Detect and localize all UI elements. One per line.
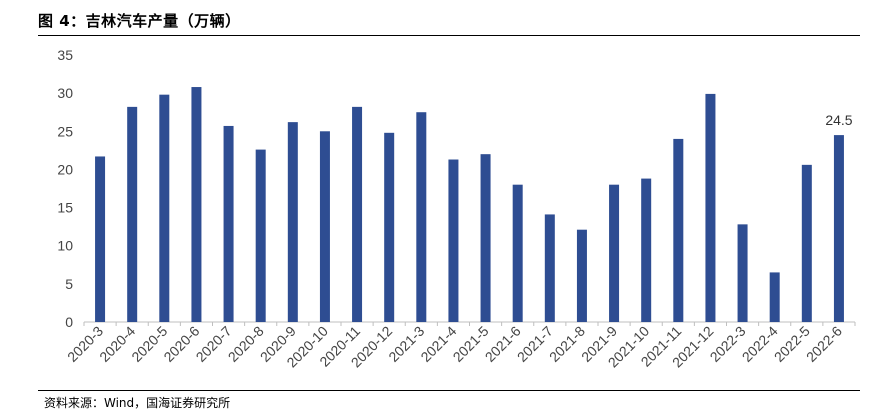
bar [705,93,716,322]
bar [448,159,459,322]
bar [737,224,748,322]
x-axis-ticks: 2020-32020-42020-52020-62020-72020-82020… [64,322,856,370]
figure-title: 图 4：吉林汽车产量（万辆） [38,12,241,30]
bar [480,154,491,322]
bar [641,178,652,322]
bar [609,184,620,322]
bars [95,87,844,323]
bar [159,94,170,322]
y-tick-label: 20 [57,161,73,177]
bar [576,229,587,322]
y-tick-label: 10 [57,238,73,254]
bar [512,184,523,322]
bar [287,122,298,322]
bar [801,164,812,322]
title-divider [38,35,860,36]
y-tick-label: 30 [57,85,73,101]
y-tick-label: 5 [65,276,73,292]
bar [255,149,266,322]
bar-chart: 0 5 10 15 20 25 30 35 2020-32020-42020-52020-62… [57,47,856,370]
y-tick-label: 25 [57,123,73,139]
bar [384,132,395,322]
y-tick-label: 0 [65,314,73,330]
source-divider [38,390,860,391]
bar [319,131,330,322]
y-axis-ticks: 0 5 10 15 20 25 30 35 [57,47,73,330]
y-tick-label: 15 [57,200,73,216]
data-labels: 24.5 [825,112,852,128]
y-tick-label: 35 [57,47,73,63]
source-note: 资料来源：Wind，国海证券研究所 [44,396,231,410]
bar [352,106,363,322]
bar [191,87,202,322]
bar [673,138,684,322]
bar [416,112,427,322]
bar [833,135,844,322]
bar [769,272,780,322]
bar [223,125,234,323]
bar [127,106,138,322]
bar [544,214,555,322]
x-tick-label: 2022-6 [803,323,845,365]
bar [95,156,106,322]
data-label: 24.5 [825,112,852,128]
